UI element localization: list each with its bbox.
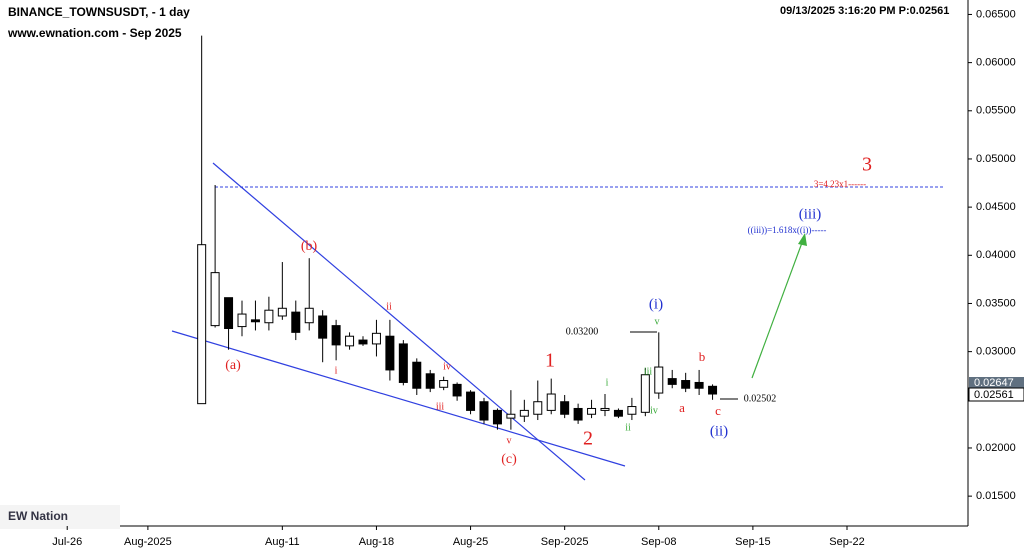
candle-body	[452, 383, 462, 397]
x-tick-label: Aug-25	[453, 536, 488, 548]
y-tick-label: 0.05500	[976, 105, 1016, 117]
candle-body	[264, 309, 274, 324]
wave-label: 3=4.23x1------	[814, 179, 866, 189]
wave-label: iii	[644, 366, 653, 377]
wave-label: v	[507, 435, 512, 446]
wave-label: iv	[443, 361, 451, 372]
wave-label: i	[335, 365, 338, 376]
y-tick-label: 0.06500	[976, 8, 1016, 20]
candle-body	[398, 343, 408, 383]
candle-body	[466, 391, 476, 411]
candle-body	[197, 244, 207, 405]
wave-label: c	[715, 403, 721, 418]
candle-body	[345, 335, 355, 347]
price-tag-label: 0.02647	[974, 377, 1014, 389]
y-tick-label: 0.05000	[976, 153, 1016, 165]
x-tick-label: Sep-2025	[541, 536, 589, 548]
wave-label: (i)	[649, 296, 663, 312]
wave-label: iv	[650, 405, 658, 416]
candle-body	[479, 401, 489, 421]
timestamp: 09/13/2025 3:16:20 PM P:0.02561	[780, 5, 949, 17]
candle-body	[560, 401, 570, 415]
wave-label: (b)	[301, 239, 318, 254]
y-tick-label: 0.01500	[976, 490, 1016, 502]
candle-body	[667, 378, 677, 385]
wave-label: v	[655, 316, 660, 327]
candle-body	[573, 407, 583, 421]
x-tick-label: Jul-26	[52, 536, 82, 548]
y-tick-label: 0.04500	[976, 201, 1016, 213]
candle-body	[654, 366, 664, 394]
y-tick-label: 0.06000	[976, 57, 1016, 69]
y-tick-label: 0.02000	[976, 442, 1016, 454]
x-tick-label: Aug-11	[265, 536, 300, 548]
wave-label: iii	[436, 401, 445, 412]
y-tick-label: 0.04000	[976, 249, 1016, 261]
candle-body	[425, 373, 435, 389]
x-tick-label: Aug-18	[359, 536, 394, 548]
candle-body	[318, 315, 328, 339]
y-tick-label: 0.03000	[976, 346, 1016, 358]
wave-label: a	[679, 400, 685, 415]
projection-arrow	[751, 239, 804, 379]
candle-body	[250, 319, 260, 323]
candle-body	[385, 335, 395, 371]
candle-body	[371, 332, 381, 345]
wave-label: (ii)	[710, 423, 728, 439]
candle-body	[358, 339, 368, 345]
candle-body	[291, 311, 301, 333]
price-tag	[969, 377, 1024, 389]
candle-body	[304, 307, 314, 324]
candle-body	[412, 361, 422, 389]
logo: EW Nation	[8, 509, 68, 523]
x-tick-label: Sep-08	[641, 536, 676, 548]
wave-label: 0.03200	[566, 326, 599, 337]
wave-label: i	[606, 377, 609, 388]
logo-bg	[0, 505, 120, 529]
wave-label: ii	[625, 422, 631, 433]
candle-body	[640, 374, 650, 413]
candle-body	[681, 380, 691, 389]
candle-body	[331, 325, 341, 346]
wave-label: (a)	[225, 358, 241, 373]
wave-label: ((iii))=1.618x((i))-----	[748, 225, 827, 235]
arrow-head	[798, 233, 807, 246]
wave-label: b	[699, 349, 706, 364]
candle-body	[613, 409, 623, 417]
candle-body	[492, 409, 502, 425]
candle-body	[694, 381, 704, 389]
candle-body	[546, 393, 556, 411]
candle-body	[439, 380, 449, 388]
wave-label: (iii)	[799, 206, 822, 222]
candle-body	[533, 401, 543, 415]
trend-line	[171, 330, 626, 467]
candle-body	[627, 406, 637, 415]
candle-body	[506, 413, 516, 419]
x-tick-label: Sep-22	[829, 536, 864, 548]
price-tag	[968, 387, 1024, 402]
x-tick-label: Aug-2025	[124, 536, 172, 548]
wave-label: 1	[545, 350, 555, 372]
wave-label: 2	[583, 428, 593, 450]
wave-label: (c)	[501, 452, 517, 467]
candle-body	[210, 272, 220, 327]
candle-body	[237, 313, 247, 328]
wave-label: ii	[386, 301, 392, 312]
trend-line	[212, 162, 586, 481]
candle-body	[587, 407, 597, 415]
title: BINANCE_TOWNSUSDT, - 1 day	[8, 5, 190, 19]
candle-body	[519, 409, 529, 417]
candle-body	[600, 407, 610, 411]
subtitle: www.ewnation.com - Sep 2025	[7, 26, 182, 40]
x-tick-label: Sep-15	[735, 536, 770, 548]
wave-label: 3	[862, 154, 872, 176]
candle-body	[224, 297, 234, 330]
wave-label: 0.02502	[744, 393, 777, 404]
price-tag-label: 0.02561	[974, 389, 1014, 401]
y-tick-label: 0.03500	[976, 297, 1016, 309]
candle-body	[708, 385, 718, 395]
candle-body	[277, 307, 287, 317]
